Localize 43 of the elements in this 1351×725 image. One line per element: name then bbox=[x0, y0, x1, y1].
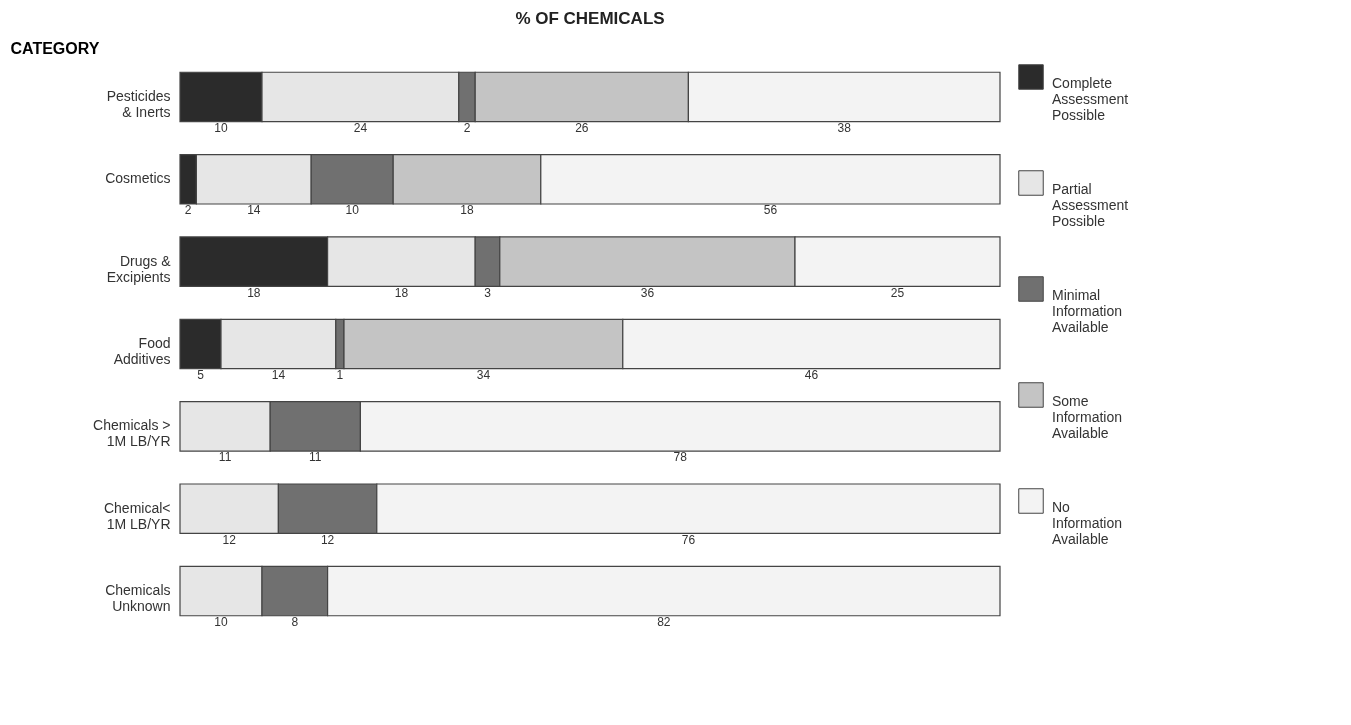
data-label: 36 bbox=[640, 285, 655, 300]
data-label: 76 bbox=[681, 532, 696, 547]
legend-label: Partial Assessment Possible bbox=[1052, 181, 1129, 229]
data-label: 10 bbox=[214, 120, 228, 135]
y-tick-label: Chemicals > 1M LB/YR bbox=[93, 417, 171, 450]
data-label: 18 bbox=[247, 285, 261, 300]
legend-label: Minimal Information Available bbox=[1052, 287, 1123, 335]
data-label: 1 bbox=[336, 368, 344, 382]
data-label: 2 bbox=[184, 203, 192, 218]
y-tick-label: Pesticides & Inerts bbox=[106, 87, 171, 120]
data-label: 26 bbox=[575, 120, 589, 135]
y-tick-label: Chemical< 1M LB/YR bbox=[103, 499, 171, 532]
data-label: 18 bbox=[460, 203, 474, 218]
y-axis-title: CATEGORY bbox=[10, 39, 100, 57]
data-label: 24 bbox=[353, 120, 368, 135]
data-label: 10 bbox=[214, 615, 228, 630]
legend-label: Some Information Available bbox=[1052, 393, 1123, 441]
data-label: 2 bbox=[463, 120, 471, 135]
data-label: 12 bbox=[222, 532, 237, 547]
legend-label: Complete Assessment Possible bbox=[1052, 75, 1129, 123]
y-tick-label: Drugs & Excipients bbox=[106, 252, 172, 285]
data-label: 34 bbox=[476, 368, 491, 382]
y-tick-label: Cosmetics bbox=[105, 170, 171, 187]
data-label: 46 bbox=[804, 368, 819, 382]
data-label: 18 bbox=[394, 285, 409, 300]
data-label: 10 bbox=[345, 203, 360, 218]
data-label: 11 bbox=[309, 450, 322, 465]
data-label: 5 bbox=[197, 368, 205, 382]
data-label: 14 bbox=[247, 203, 261, 218]
y-tick-label: Food Additives bbox=[113, 335, 171, 367]
data-label: 8 bbox=[291, 615, 299, 630]
data-label: 56 bbox=[763, 203, 778, 218]
chart-title: % OF CHEMICALS bbox=[515, 9, 665, 28]
data-label: 38 bbox=[837, 120, 852, 135]
data-label: 78 bbox=[673, 450, 688, 465]
data-label: 3 bbox=[484, 285, 492, 300]
data-label: 11 bbox=[218, 450, 232, 465]
data-label: 82 bbox=[657, 615, 671, 630]
data-label: 14 bbox=[271, 368, 286, 382]
data-label: 25 bbox=[890, 285, 905, 300]
legend-label: No Information Available bbox=[1052, 499, 1123, 547]
y-tick-label: Chemicals Unknown bbox=[105, 582, 171, 615]
data-label: 12 bbox=[320, 532, 335, 547]
